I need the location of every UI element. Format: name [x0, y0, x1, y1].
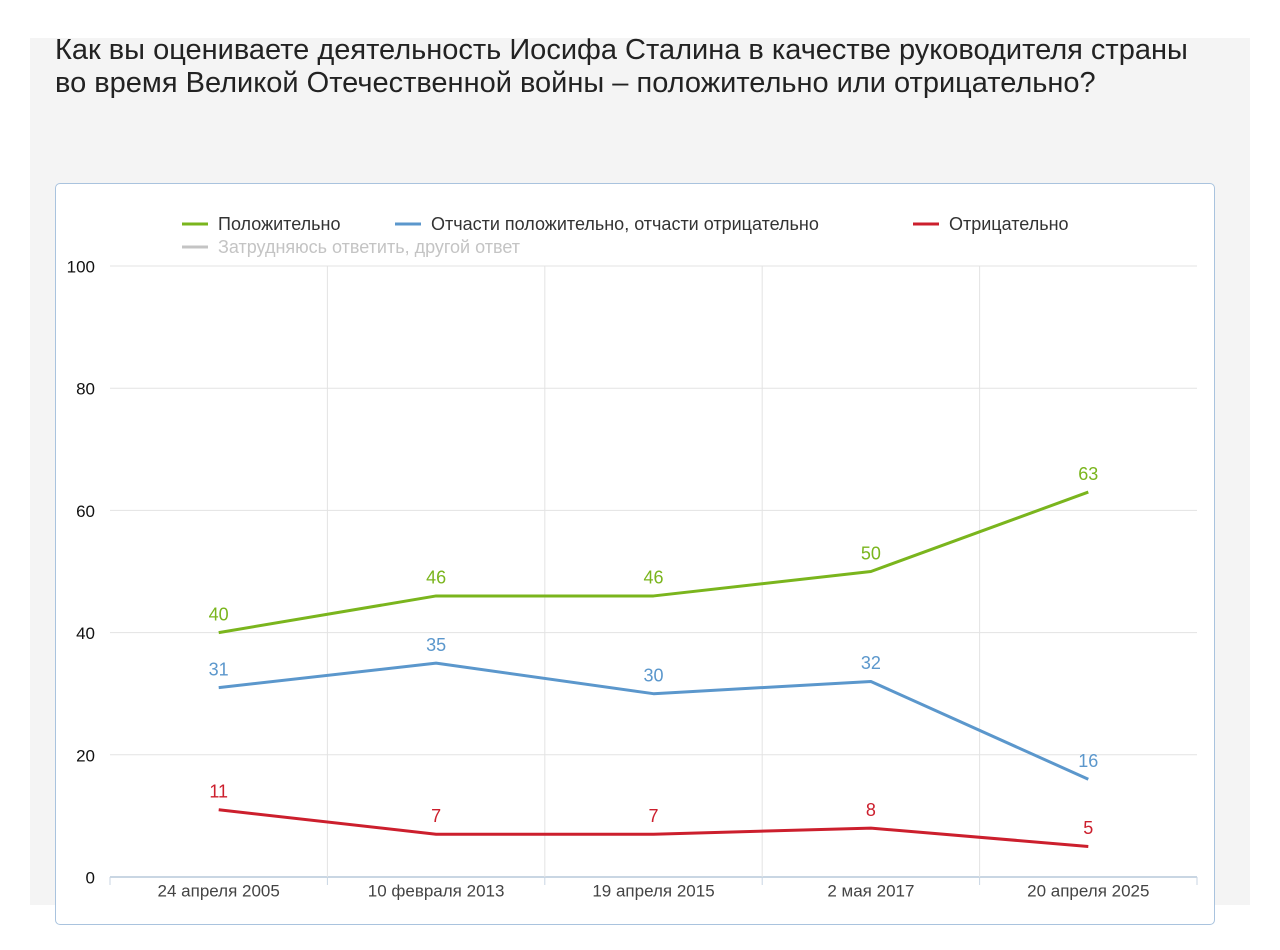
x-tick-label: 20 апреля 2025	[1027, 881, 1149, 900]
data-label: 40	[209, 604, 229, 624]
y-tick-label: 100	[67, 257, 95, 276]
data-label: 7	[648, 806, 658, 826]
legend-label: Отчасти положительно, отчасти отрицатель…	[431, 214, 819, 234]
data-label: 46	[643, 568, 663, 588]
x-tick-label: 24 апреля 2005	[158, 881, 280, 900]
data-label: 11	[209, 782, 228, 802]
data-label: 8	[866, 800, 876, 820]
x-tick-label: 2 мая 2017	[827, 881, 914, 900]
legend-label: Затрудняюсь ответить, другой ответ	[218, 237, 520, 257]
data-label: 7	[431, 806, 441, 826]
y-tick-label: 60	[76, 502, 95, 521]
x-tick-label: 19 апреля 2015	[592, 881, 714, 900]
data-label: 16	[1078, 751, 1098, 771]
series-line	[218, 490, 1089, 635]
data-label: 50	[861, 543, 881, 563]
data-label: 63	[1078, 464, 1098, 484]
y-tick-label: 20	[76, 746, 95, 765]
data-label: 46	[426, 568, 446, 588]
series-line	[218, 808, 1089, 848]
x-tick-label: 10 февраля 2013	[368, 881, 505, 900]
data-label: 31	[209, 659, 229, 679]
legend-label: Отрицательно	[949, 214, 1069, 234]
y-tick-label: 0	[86, 868, 95, 887]
series-line	[218, 661, 1089, 781]
data-label: 5	[1083, 818, 1093, 838]
data-label: 35	[426, 635, 446, 655]
y-tick-label: 40	[76, 624, 95, 643]
y-tick-label: 80	[76, 380, 95, 399]
data-label: 32	[861, 653, 881, 673]
legend-label: Положительно	[218, 214, 340, 234]
data-label: 30	[643, 665, 663, 685]
chart-title: Как вы оцениваете деятельность Иосифа Ст…	[55, 34, 1188, 99]
chart-box	[55, 183, 1215, 925]
